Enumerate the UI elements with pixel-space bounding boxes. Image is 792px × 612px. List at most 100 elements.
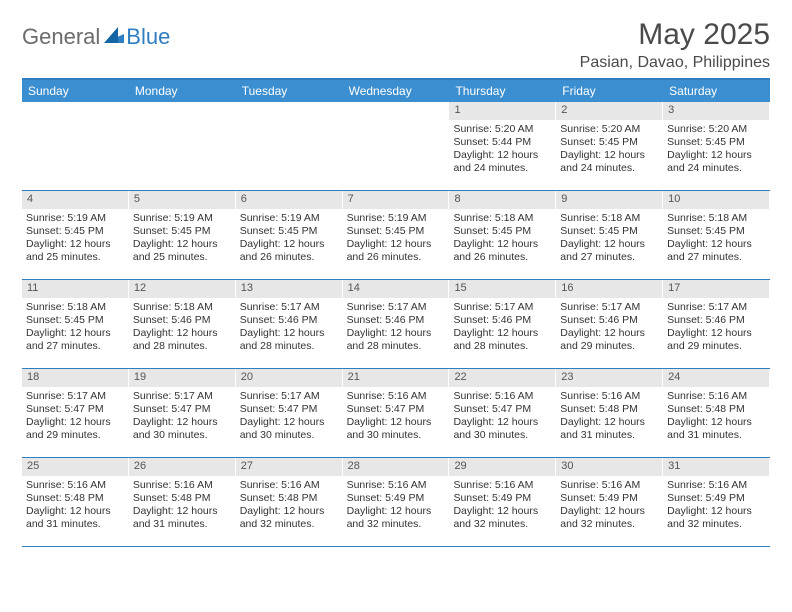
sunset-text: Sunset: 5:47 PM	[26, 403, 124, 416]
weekday-header: Wednesday	[343, 80, 450, 102]
calendar-day-cell: 7Sunrise: 5:19 AMSunset: 5:45 PMDaylight…	[343, 191, 450, 279]
calendar-day-cell: 1Sunrise: 5:20 AMSunset: 5:44 PMDaylight…	[449, 102, 556, 190]
sunset-text: Sunset: 5:45 PM	[26, 225, 124, 238]
day-number: 12	[129, 280, 235, 298]
daylight-text: Daylight: 12 hours and 29 minutes.	[26, 416, 124, 442]
calendar-day-cell	[343, 102, 450, 190]
sunrise-text: Sunrise: 5:16 AM	[453, 479, 551, 492]
sunrise-text: Sunrise: 5:16 AM	[560, 390, 658, 403]
sunset-text: Sunset: 5:49 PM	[453, 492, 551, 505]
sunrise-text: Sunrise: 5:16 AM	[667, 479, 765, 492]
weekday-header: Tuesday	[236, 80, 343, 102]
sunrise-text: Sunrise: 5:19 AM	[240, 212, 338, 225]
daylight-text: Daylight: 12 hours and 31 minutes.	[667, 416, 765, 442]
day-number: 15	[449, 280, 555, 298]
day-number: 24	[663, 369, 769, 387]
calendar-day-cell: 8Sunrise: 5:18 AMSunset: 5:45 PMDaylight…	[449, 191, 556, 279]
calendar-day-cell: 19Sunrise: 5:17 AMSunset: 5:47 PMDayligh…	[129, 369, 236, 457]
daylight-text: Daylight: 12 hours and 32 minutes.	[560, 505, 658, 531]
sunset-text: Sunset: 5:46 PM	[667, 314, 765, 327]
daylight-text: Daylight: 12 hours and 27 minutes.	[26, 327, 124, 353]
day-number: 10	[663, 191, 769, 209]
calendar-week-row: 11Sunrise: 5:18 AMSunset: 5:45 PMDayligh…	[22, 280, 770, 369]
calendar-day-cell: 14Sunrise: 5:17 AMSunset: 5:46 PMDayligh…	[343, 280, 450, 368]
daylight-text: Daylight: 12 hours and 32 minutes.	[240, 505, 338, 531]
calendar-day-cell	[22, 102, 129, 190]
day-number: 5	[129, 191, 235, 209]
day-number: 26	[129, 458, 235, 476]
day-number: 1	[449, 102, 555, 120]
weekday-header: Thursday	[449, 80, 556, 102]
sunrise-text: Sunrise: 5:16 AM	[133, 479, 231, 492]
daylight-text: Daylight: 12 hours and 29 minutes.	[560, 327, 658, 353]
calendar-day-cell: 22Sunrise: 5:16 AMSunset: 5:47 PMDayligh…	[449, 369, 556, 457]
daylight-text: Daylight: 12 hours and 25 minutes.	[133, 238, 231, 264]
daylight-text: Daylight: 12 hours and 26 minutes.	[453, 238, 551, 264]
day-number: 11	[22, 280, 128, 298]
weekday-header-row: Sunday Monday Tuesday Wednesday Thursday…	[22, 80, 770, 102]
calendar-day-cell: 28Sunrise: 5:16 AMSunset: 5:49 PMDayligh…	[343, 458, 450, 546]
sunrise-text: Sunrise: 5:16 AM	[347, 390, 445, 403]
weekday-header: Friday	[556, 80, 663, 102]
calendar-day-cell: 27Sunrise: 5:16 AMSunset: 5:48 PMDayligh…	[236, 458, 343, 546]
calendar-day-cell: 21Sunrise: 5:16 AMSunset: 5:47 PMDayligh…	[343, 369, 450, 457]
calendar-day-cell: 29Sunrise: 5:16 AMSunset: 5:49 PMDayligh…	[449, 458, 556, 546]
calendar-page: General Blue May 2025 Pasian, Davao, Phi…	[0, 0, 792, 557]
day-number: 6	[236, 191, 342, 209]
daylight-text: Daylight: 12 hours and 25 minutes.	[26, 238, 124, 264]
calendar-week-row: 4Sunrise: 5:19 AMSunset: 5:45 PMDaylight…	[22, 191, 770, 280]
location-subtitle: Pasian, Davao, Philippines	[580, 54, 770, 72]
weekday-header: Monday	[129, 80, 236, 102]
sunset-text: Sunset: 5:49 PM	[347, 492, 445, 505]
logo-text-blue: Blue	[126, 24, 170, 50]
calendar-day-cell: 26Sunrise: 5:16 AMSunset: 5:48 PMDayligh…	[129, 458, 236, 546]
sunrise-text: Sunrise: 5:17 AM	[240, 301, 338, 314]
sunset-text: Sunset: 5:45 PM	[26, 314, 124, 327]
sunrise-text: Sunrise: 5:19 AM	[133, 212, 231, 225]
sunset-text: Sunset: 5:47 PM	[453, 403, 551, 416]
sunset-text: Sunset: 5:45 PM	[453, 225, 551, 238]
weeks-container: 1Sunrise: 5:20 AMSunset: 5:44 PMDaylight…	[22, 102, 770, 547]
sunrise-text: Sunrise: 5:16 AM	[453, 390, 551, 403]
daylight-text: Daylight: 12 hours and 24 minutes.	[453, 149, 551, 175]
daylight-text: Daylight: 12 hours and 28 minutes.	[240, 327, 338, 353]
sunset-text: Sunset: 5:46 PM	[453, 314, 551, 327]
day-number: 9	[556, 191, 662, 209]
day-number: 30	[556, 458, 662, 476]
daylight-text: Daylight: 12 hours and 24 minutes.	[667, 149, 765, 175]
calendar-day-cell: 5Sunrise: 5:19 AMSunset: 5:45 PMDaylight…	[129, 191, 236, 279]
daylight-text: Daylight: 12 hours and 31 minutes.	[133, 505, 231, 531]
sunrise-text: Sunrise: 5:20 AM	[667, 123, 765, 136]
sunrise-text: Sunrise: 5:17 AM	[133, 390, 231, 403]
sunrise-text: Sunrise: 5:17 AM	[667, 301, 765, 314]
calendar-day-cell: 3Sunrise: 5:20 AMSunset: 5:45 PMDaylight…	[663, 102, 770, 190]
calendar-day-cell: 31Sunrise: 5:16 AMSunset: 5:49 PMDayligh…	[663, 458, 770, 546]
day-number: 4	[22, 191, 128, 209]
sunset-text: Sunset: 5:46 PM	[133, 314, 231, 327]
day-number: 31	[663, 458, 769, 476]
sunrise-text: Sunrise: 5:16 AM	[26, 479, 124, 492]
calendar-day-cell: 17Sunrise: 5:17 AMSunset: 5:46 PMDayligh…	[663, 280, 770, 368]
day-number: 19	[129, 369, 235, 387]
day-number: 17	[663, 280, 769, 298]
sunrise-text: Sunrise: 5:16 AM	[347, 479, 445, 492]
weekday-header: Sunday	[22, 80, 129, 102]
daylight-text: Daylight: 12 hours and 28 minutes.	[453, 327, 551, 353]
day-number: 21	[343, 369, 449, 387]
sunrise-text: Sunrise: 5:19 AM	[347, 212, 445, 225]
daylight-text: Daylight: 12 hours and 31 minutes.	[560, 416, 658, 442]
daylight-text: Daylight: 12 hours and 27 minutes.	[667, 238, 765, 264]
calendar-grid: Sunday Monday Tuesday Wednesday Thursday…	[22, 78, 770, 547]
daylight-text: Daylight: 12 hours and 27 minutes.	[560, 238, 658, 264]
daylight-text: Daylight: 12 hours and 32 minutes.	[667, 505, 765, 531]
calendar-day-cell: 6Sunrise: 5:19 AMSunset: 5:45 PMDaylight…	[236, 191, 343, 279]
logo: General Blue	[22, 18, 170, 50]
calendar-day-cell: 13Sunrise: 5:17 AMSunset: 5:46 PMDayligh…	[236, 280, 343, 368]
day-number: 20	[236, 369, 342, 387]
calendar-day-cell: 16Sunrise: 5:17 AMSunset: 5:46 PMDayligh…	[556, 280, 663, 368]
sunrise-text: Sunrise: 5:18 AM	[560, 212, 658, 225]
calendar-week-row: 1Sunrise: 5:20 AMSunset: 5:44 PMDaylight…	[22, 102, 770, 191]
sunrise-text: Sunrise: 5:18 AM	[26, 301, 124, 314]
sunrise-text: Sunrise: 5:17 AM	[560, 301, 658, 314]
daylight-text: Daylight: 12 hours and 28 minutes.	[347, 327, 445, 353]
